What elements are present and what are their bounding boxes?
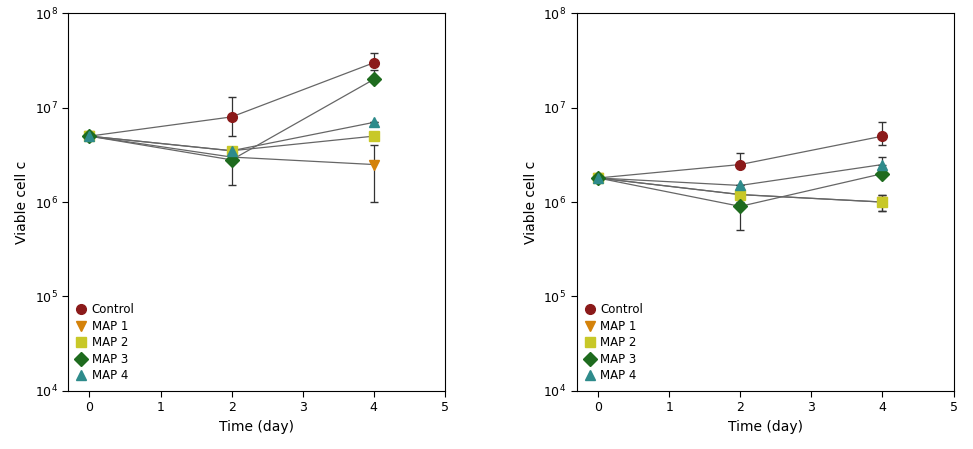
Y-axis label: Viable cell c: Viable cell c bbox=[523, 160, 538, 244]
Legend: Control, MAP 1, MAP 2, MAP 3, MAP 4: Control, MAP 1, MAP 2, MAP 3, MAP 4 bbox=[72, 299, 139, 387]
Y-axis label: Viable cell c: Viable cell c bbox=[16, 160, 29, 244]
X-axis label: Time (day): Time (day) bbox=[728, 420, 803, 434]
X-axis label: Time (day): Time (day) bbox=[219, 420, 294, 434]
Legend: Control, MAP 1, MAP 2, MAP 3, MAP 4: Control, MAP 1, MAP 2, MAP 3, MAP 4 bbox=[580, 299, 648, 387]
